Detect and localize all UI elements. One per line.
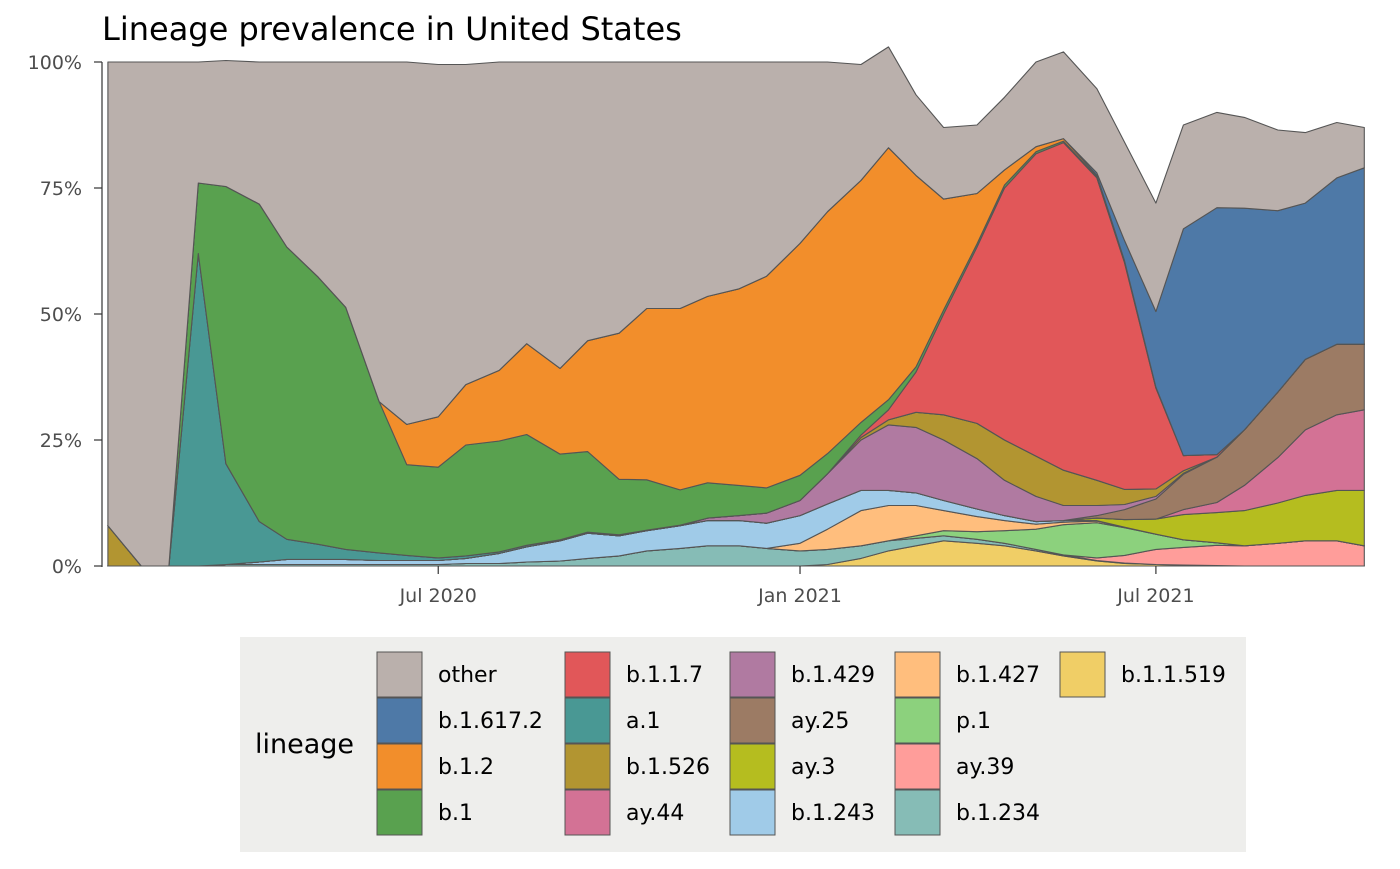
legend-swatch <box>376 789 423 836</box>
legend-item-b-1-234: b.1.234 <box>894 789 1040 836</box>
legend-swatch <box>376 743 423 790</box>
legend-item-b-1-1-519: b.1.1.519 <box>1059 651 1226 698</box>
legend-label: b.1.526 <box>626 755 710 780</box>
legend-swatch <box>729 743 776 790</box>
legend-item-ay-3: ay.3 <box>729 743 835 790</box>
legend-item-ay-25: ay.25 <box>729 697 849 744</box>
legend-swatch <box>729 651 776 698</box>
y-tick-label: 75% <box>40 178 82 200</box>
x-tick-label: Jul 2020 <box>399 585 477 607</box>
legend-item-b-1-1-7: b.1.1.7 <box>564 651 703 698</box>
legend-swatch <box>894 697 941 744</box>
legend-label: ay.3 <box>791 755 835 780</box>
legend-item-b-1-427: b.1.427 <box>894 651 1040 698</box>
legend-swatch <box>376 651 423 698</box>
legend-label: b.1.1.7 <box>626 663 703 688</box>
legend-label: b.1.234 <box>956 801 1040 826</box>
x-tick-label: Jan 2021 <box>757 585 842 607</box>
legend-swatch <box>564 697 611 744</box>
legend-label: p.1 <box>956 709 991 734</box>
legend-label: ay.25 <box>791 709 849 734</box>
y-tick-label: 100% <box>28 52 82 74</box>
legend-swatch <box>1059 651 1106 698</box>
legend-label: ay.44 <box>626 801 684 826</box>
chart-title: Lineage prevalence in United States <box>102 10 682 48</box>
legend-label: b.1.243 <box>791 801 875 826</box>
axes: 0% 25% 50% 75% 100% Jul 2020 Jan 2021 Jul 2021 <box>28 52 1195 607</box>
legend-item-a-1: a.1 <box>564 697 660 744</box>
legend-item-b-1-617-2: b.1.617.2 <box>376 697 543 744</box>
legend-swatch <box>894 743 941 790</box>
legend-item-b-1-429: b.1.429 <box>729 651 875 698</box>
legend-swatch <box>894 651 941 698</box>
legend-items: other b.1.617.2 b.1.2 b.1 b.1.1.7 a.1 b.1.526 a… <box>376 651 1226 836</box>
legend-swatch <box>564 743 611 790</box>
legend-label: b.1.1.519 <box>1121 663 1226 688</box>
legend-label: b.1.429 <box>791 663 875 688</box>
area-series-other <box>107 46 1365 567</box>
legend-item-ay-39: ay.39 <box>894 743 1014 790</box>
legend-label: other <box>438 663 498 688</box>
y-tick-label: 0% <box>52 556 82 578</box>
legend-item-b-1-2: b.1.2 <box>376 743 494 790</box>
legend-swatch <box>564 651 611 698</box>
legend-swatch <box>729 789 776 836</box>
legend: lineage other b.1.617.2 b.1.2 b.1 b.1.1.7 a.1… <box>240 637 1246 852</box>
legend-item-b-1-243: b.1.243 <box>729 789 875 836</box>
legend-label: b.1.427 <box>956 663 1040 688</box>
legend-swatch <box>376 697 423 744</box>
x-tick-label: Jul 2021 <box>1116 585 1194 607</box>
legend-item-other: other <box>376 651 498 698</box>
legend-item-ay-44: ay.44 <box>564 789 684 836</box>
legend-item-b-1: b.1 <box>376 789 473 836</box>
y-tick-label: 25% <box>40 430 82 452</box>
legend-swatch <box>729 697 776 744</box>
legend-label: ay.39 <box>956 755 1014 780</box>
legend-label: a.1 <box>626 709 660 734</box>
legend-swatch <box>564 789 611 836</box>
legend-label: b.1 <box>438 801 473 826</box>
plot-area <box>107 46 1365 567</box>
legend-item-p-1: p.1 <box>894 697 991 744</box>
legend-label: b.1.617.2 <box>438 709 543 734</box>
legend-title: lineage <box>255 729 354 760</box>
legend-item-b-1-526: b.1.526 <box>564 743 710 790</box>
legend-swatch <box>894 789 941 836</box>
y-tick-label: 50% <box>40 304 82 326</box>
legend-label: b.1.2 <box>438 755 494 780</box>
